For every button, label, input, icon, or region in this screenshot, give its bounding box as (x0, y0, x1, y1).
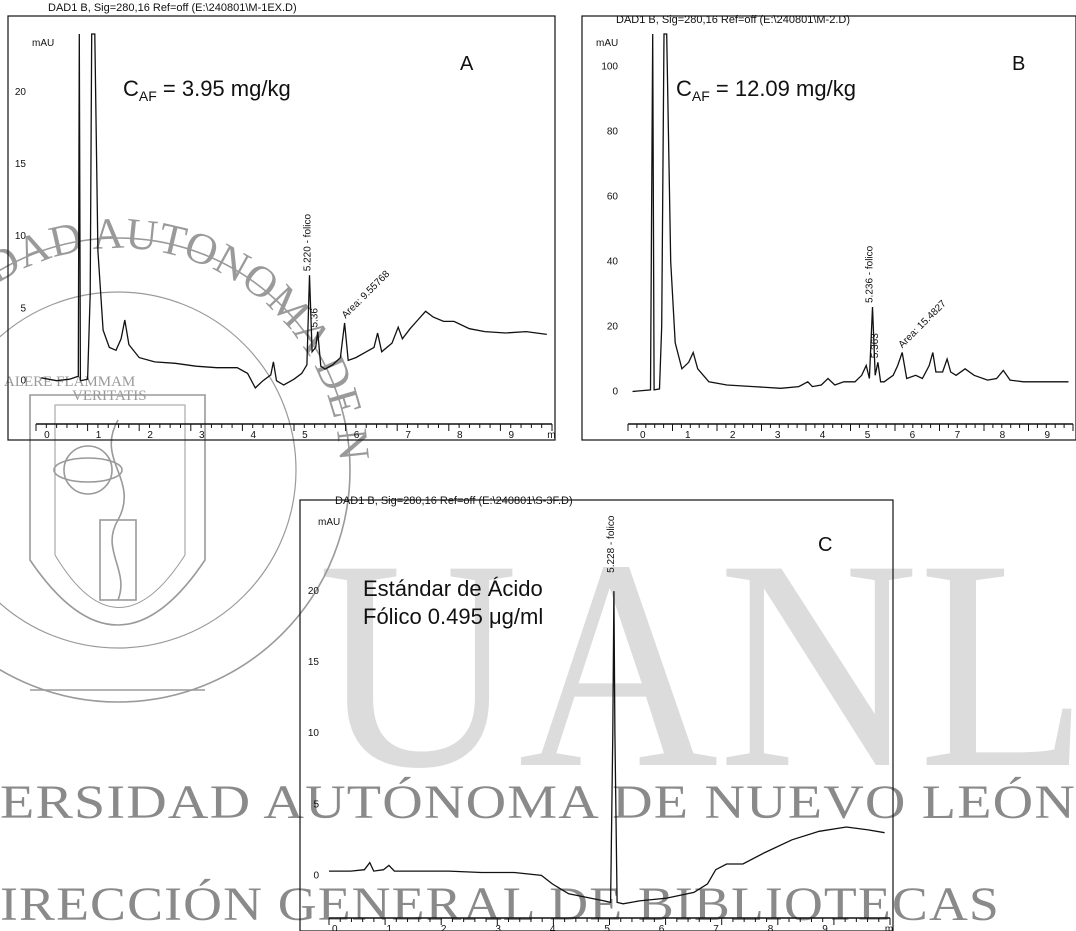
x-tick-label: 0 (640, 430, 646, 441)
x-tick-label: 0 (44, 430, 50, 441)
y-tick-label: 80 (607, 127, 619, 138)
panel-letter: B (1012, 53, 1025, 75)
x-tick-label: 7 (955, 430, 961, 441)
x-tick-label: m (547, 430, 555, 441)
y-tick-label: 60 (607, 192, 619, 203)
x-tick-label: 3 (495, 924, 501, 931)
annotation-value: = 12.09 mg/kg (710, 76, 856, 101)
y-tick-label: 20 (607, 322, 619, 333)
seal-outer-ring (0, 237, 351, 703)
y-tick-label: 15 (15, 159, 27, 170)
y-tick-label: 0 (313, 870, 319, 881)
panel-header: DAD1 B, Sig=280,16 Ref=off (E:\240801\S-… (335, 495, 573, 507)
y-tick-label: 20 (15, 87, 27, 98)
watermark-uanl: UANL (318, 498, 1076, 830)
x-tick-label: 1 (96, 430, 102, 441)
chart-panel-b: DAD1 B, Sig=280,16 Ref=off (E:\240801\M-… (581, 14, 1076, 441)
x-tick-label: 8 (768, 924, 774, 931)
chart-panel-a: DAD1 B, Sig=280,16 Ref=off (E:\240801\M-… (7, 2, 556, 441)
x-tick-label: 9 (509, 430, 515, 441)
x-tick-label: 6 (910, 430, 916, 441)
y-tick-label: 5 (313, 799, 319, 810)
panel-header: DAD1 B, Sig=280,16 Ref=off (E:\240801\M-… (616, 14, 850, 26)
standard-annotation-line1: Estándar de Ácido (363, 576, 543, 601)
chromatogram-trace (632, 33, 1069, 393)
y-tick-label: 0 (612, 387, 618, 398)
x-tick-label: 6 (659, 924, 665, 931)
x-tick-label: 4 (820, 430, 826, 441)
y-tick-label: 100 (601, 62, 618, 73)
x-tick-label: 9 (822, 924, 828, 931)
seal-atom-ring-2 (53, 457, 123, 483)
panel-frame (581, 15, 1076, 441)
x-tick-label: 2 (730, 430, 736, 441)
university-seal (0, 237, 351, 703)
chromatogram-trace (41, 33, 547, 389)
watermark-library-name: IRECCIÓN GENERAL DE BIBLIOTECAS (0, 877, 1000, 931)
peak-label: Area: 9.55768 (340, 268, 393, 321)
y-axis-label: mAU (596, 38, 618, 49)
peak-label: Area: 15.4827 (897, 298, 950, 351)
peak-label: 5.36 (310, 308, 321, 328)
x-tick-label: 1 (685, 430, 691, 441)
x-tick-label: m (885, 924, 893, 931)
y-tick-label: 10 (308, 728, 320, 739)
x-tick-label: 7 (713, 924, 719, 931)
panel-frame (299, 499, 894, 931)
chart-panel-c: DAD1 B, Sig=280,16 Ref=off (E:\240801\S-… (299, 495, 894, 931)
annotation-subscript: AF (139, 88, 157, 104)
x-tick-label: 5 (604, 924, 610, 931)
x-tick-label: 6 (354, 430, 360, 441)
y-tick-label: 15 (308, 657, 320, 668)
chromatogram-trace (329, 591, 885, 905)
x-tick-label: 4 (251, 430, 257, 441)
annotation-symbol: C (123, 76, 139, 101)
peak-label: 5.363 (870, 333, 881, 358)
peak-label: 5.236 - folico (865, 245, 876, 303)
annotation-value: = 3.95 mg/kg (157, 76, 291, 101)
x-tick-label: 3 (199, 430, 205, 441)
x-tick-label: 9 (1045, 430, 1051, 441)
x-tick-label: 8 (1000, 430, 1006, 441)
standard-annotation-line2: Fólico 0.495 μg/ml (363, 604, 543, 629)
watermark-university-name: ERSIDAD AUTÓNOMA DE NUEVO LEÓN (0, 775, 1076, 829)
y-tick-label: 10 (15, 231, 27, 242)
x-tick-label: 3 (775, 430, 781, 441)
y-axis-label: mAU (32, 38, 54, 49)
x-tick-label: 0 (332, 924, 338, 931)
x-tick-label: 8 (457, 430, 463, 441)
x-tick-label: 5 (302, 430, 308, 441)
x-tick-label: 4 (550, 924, 556, 931)
peak-label: 5.228 - folico (606, 515, 617, 573)
panel-letter: C (818, 534, 832, 556)
panel-header: DAD1 B, Sig=280,16 Ref=off (E:\240801\M-… (48, 2, 297, 14)
annotation-symbol: C (676, 76, 692, 101)
y-tick-label: 20 (308, 586, 320, 597)
x-tick-label: 1 (386, 924, 392, 931)
concentration-annotation: CAF = 12.09 mg/kg (676, 76, 856, 104)
y-tick-label: 40 (607, 257, 619, 268)
seal-motto-1: ALERE FLAMMAM (4, 374, 135, 390)
x-tick-label: 2 (441, 924, 447, 931)
seal-motto-2: VERITATIS (72, 388, 147, 404)
seal-shield-inner (54, 404, 186, 608)
y-tick-label: 5 (20, 303, 26, 314)
concentration-annotation: CAF = 3.95 mg/kg (123, 76, 291, 104)
seal-shield (29, 394, 206, 626)
x-tick-label: 2 (147, 430, 153, 441)
seal-torch (99, 519, 137, 601)
x-tick-label: 5 (865, 430, 871, 441)
seal-atom-ring-1 (63, 445, 113, 495)
peak-label: 5.220 - folico (303, 214, 314, 272)
panel-letter: A (460, 53, 474, 75)
seal-inner-ring (0, 291, 297, 649)
x-tick-label: 7 (405, 430, 411, 441)
y-tick-label: 0 (20, 376, 26, 387)
annotation-subscript: AF (692, 88, 710, 104)
panel-frame (7, 15, 556, 441)
y-axis-label: mAU (318, 517, 340, 528)
